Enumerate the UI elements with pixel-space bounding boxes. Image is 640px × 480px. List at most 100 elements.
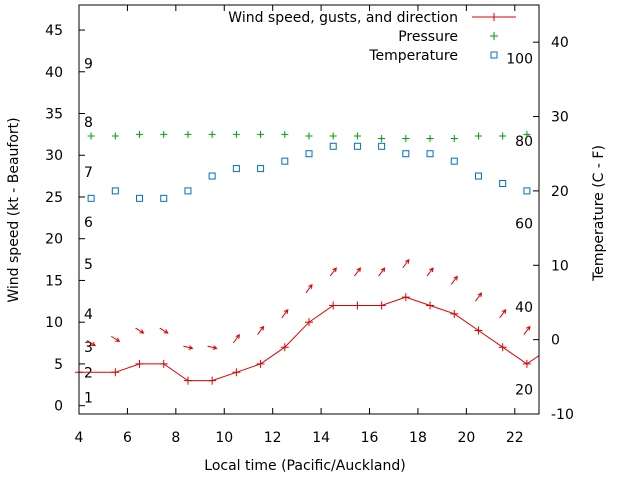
y-tick-label-left: 45 (45, 23, 63, 39)
y-tick-label-left: 20 (45, 232, 63, 248)
pressure-point (87, 132, 95, 140)
x-axis-label: Local time (Pacific/Auckland) (204, 458, 405, 474)
y-tick-label-left: 15 (45, 273, 63, 289)
temperature-point (426, 150, 434, 158)
temperature-point (257, 165, 265, 173)
wind-speed-point (450, 309, 459, 318)
wind-direction-arrow (329, 267, 337, 277)
temperature-point (232, 165, 240, 173)
wind-speed-point (232, 368, 241, 377)
pressure-point (353, 132, 361, 140)
temperature-point (281, 157, 289, 165)
y-tick-label-right: 10 (551, 258, 569, 274)
chart-series (75, 130, 540, 385)
pressure-point (208, 130, 216, 138)
temperature-point (523, 187, 531, 195)
temperature-point (87, 194, 95, 202)
beaufort-label: 6 (84, 215, 93, 231)
wind-speed-point (111, 368, 120, 377)
x-tick-label: 8 (171, 430, 180, 446)
pressure-point (184, 130, 192, 138)
pressure-point (111, 132, 119, 140)
wind-speed-point (135, 359, 144, 368)
tick-labels: 4 6 8 10 12 14 16 18 20 22051015202530354045-1001… (45, 23, 574, 446)
pressure-point (402, 135, 410, 143)
fahrenheit-label: 60 (515, 217, 533, 233)
temperature-point (499, 179, 507, 187)
beaufort-label: 5 (84, 257, 93, 273)
beaufort-label: 2 (84, 365, 93, 381)
y-tick-label-right: 20 (551, 184, 569, 200)
wind-direction-arrow (305, 283, 313, 294)
wind-speed-point (280, 343, 289, 352)
temperature-point (305, 150, 313, 158)
wind-direction-arrow (257, 325, 265, 335)
pressure-point (305, 132, 313, 140)
temperature-point (378, 142, 386, 150)
legend-swatch-pressure (490, 32, 498, 40)
temperature-point (208, 172, 216, 180)
pressure-point (257, 130, 265, 138)
y-tick-label-right: 30 (551, 110, 569, 126)
pressure-point (136, 130, 144, 138)
beaufort-label: 7 (84, 165, 93, 181)
y-tick-label-right: -10 (551, 407, 574, 423)
wind-direction-arrow (426, 267, 434, 277)
wind-direction-arrow (159, 327, 169, 334)
y-tick-label-left: 5 (54, 357, 63, 373)
y-tick-label-right: 40 (551, 35, 569, 51)
wind-speed-point (498, 343, 507, 352)
wind-direction-arrow (135, 327, 145, 334)
wind-speed-point (377, 301, 386, 310)
wind-direction-arrow (183, 345, 194, 350)
fahrenheit-label: 100 (506, 52, 533, 68)
temperature-point (450, 157, 458, 165)
wind-speed-point (159, 359, 168, 368)
y-tick-label-right: 0 (551, 333, 560, 349)
temperature-point (160, 194, 168, 202)
pressure-point (329, 132, 337, 140)
fahrenheit-label: 80 (515, 134, 533, 150)
y-axis-label-left: Wind speed (kt - Beaufort) (6, 117, 22, 302)
pressure-point (499, 132, 507, 140)
x-tick-label: 22 (506, 430, 524, 446)
temperature-point (329, 142, 337, 150)
y-tick-label-left: 40 (45, 65, 63, 81)
x-tick-label: 20 (457, 430, 475, 446)
y-tick-label-left: 30 (45, 148, 63, 164)
wind-direction-arrow (111, 335, 121, 342)
wind-speed-point (329, 301, 338, 310)
y-tick-label-left: 25 (45, 190, 63, 206)
wind-speed-point (256, 359, 265, 368)
legend-label-pressure: Pressure (398, 29, 458, 45)
temperature-point (111, 187, 119, 195)
wind-speed-point (474, 326, 483, 335)
plot-frame (78, 4, 540, 415)
wind-direction-arrow (354, 267, 362, 277)
wind-speed-point (305, 318, 313, 327)
wind-speed-point (353, 301, 362, 310)
wind-direction-arrow (281, 309, 289, 319)
temperature-point (353, 142, 361, 150)
beaufort-label: 8 (84, 115, 93, 131)
y-tick-label-left: 10 (45, 315, 63, 331)
wind-direction-arrow (86, 340, 96, 347)
legend-label-temperature: Temperature (368, 48, 458, 64)
legend-label-wind: Wind speed, gusts, and direction (228, 10, 458, 26)
pressure-point (523, 130, 531, 138)
wind-speed-point (208, 376, 217, 385)
beaufort-label: 1 (84, 390, 93, 406)
pressure-point (426, 135, 434, 143)
temperature-point (402, 150, 410, 158)
wind-direction-arrow (450, 275, 458, 285)
y-tick-label-left: 35 (45, 107, 63, 123)
pressure-point (474, 132, 482, 140)
x-tick-label: 14 (312, 430, 330, 446)
temperature-point (474, 172, 482, 180)
x-tick-label: 18 (409, 430, 427, 446)
temperature-point (136, 194, 144, 202)
wind-speed-point (426, 301, 435, 310)
x-tick-label: 10 (215, 430, 233, 446)
chart-ticks (78, 5, 539, 415)
